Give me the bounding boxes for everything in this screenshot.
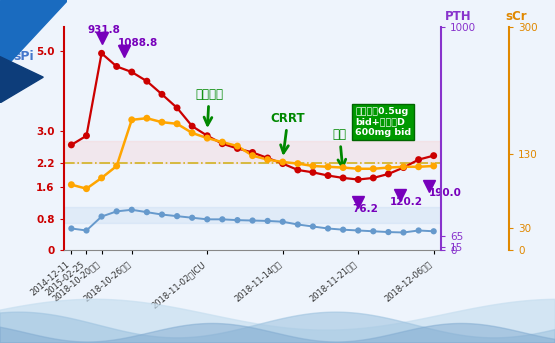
Point [339, 227, 347, 233]
Point [127, 207, 136, 213]
Point [173, 105, 181, 110]
Point [278, 161, 287, 166]
Point [233, 143, 242, 149]
Text: CRRT: CRRT [271, 112, 305, 153]
Point [82, 228, 91, 233]
Point [143, 210, 152, 215]
Polygon shape [0, 0, 67, 72]
Point [278, 159, 287, 165]
Point [339, 175, 347, 181]
Point [414, 157, 423, 162]
Point [414, 164, 423, 169]
Point [294, 167, 302, 173]
Point [309, 170, 317, 175]
Text: 1088.8: 1088.8 [118, 38, 158, 48]
Point [158, 212, 166, 217]
Point [263, 218, 272, 224]
Point [67, 182, 76, 187]
Text: sCr: sCr [506, 10, 527, 23]
Point [188, 123, 196, 129]
Point [112, 163, 121, 169]
Point [203, 216, 211, 222]
Text: 931.8: 931.8 [88, 25, 121, 35]
Point [173, 213, 181, 219]
Text: 骨化三醇0.5ug
bid+钙尔奇D
600mg bid: 骨化三醇0.5ug bid+钙尔奇D 600mg bid [355, 107, 411, 137]
Point [384, 229, 393, 235]
Point [158, 92, 166, 97]
Point [97, 50, 106, 56]
Point [354, 166, 362, 172]
Point [399, 165, 408, 170]
Point [218, 139, 227, 145]
Point [97, 175, 106, 181]
Text: 伊班磷酸: 伊班磷酸 [195, 88, 223, 125]
Point [354, 228, 362, 233]
Point [143, 116, 152, 121]
Text: sPi: sPi [13, 50, 33, 63]
Point [309, 224, 317, 229]
Point [218, 141, 227, 146]
Point [384, 171, 393, 177]
Polygon shape [0, 57, 43, 103]
Point [429, 228, 438, 234]
Point [339, 165, 347, 170]
Point [248, 218, 257, 223]
Point [278, 219, 287, 224]
Point [399, 164, 408, 169]
Point [369, 175, 378, 181]
Text: 120.2: 120.2 [390, 197, 423, 206]
Point [414, 228, 423, 233]
Point [429, 163, 438, 169]
Point [218, 216, 227, 222]
Point [173, 121, 181, 127]
Point [67, 226, 76, 231]
Point [354, 177, 362, 182]
Point [263, 155, 272, 161]
Text: sCa: sCa [13, 12, 38, 25]
Point [294, 161, 302, 166]
Text: 手术: 手术 [332, 128, 346, 167]
Point [82, 133, 91, 139]
Point [324, 226, 332, 231]
Point [143, 79, 152, 84]
Point [399, 230, 408, 235]
Point [158, 119, 166, 125]
Point [233, 146, 242, 151]
Point [97, 214, 106, 219]
Point [203, 133, 211, 139]
Point [127, 117, 136, 122]
Text: 190.0: 190.0 [429, 188, 462, 198]
Point [309, 163, 317, 169]
Point [294, 222, 302, 227]
Point [263, 157, 272, 162]
Bar [64, 141, 441, 163]
Bar [64, 206, 441, 223]
Text: 76.2: 76.2 [352, 204, 378, 214]
Point [324, 173, 332, 178]
Text: PTH: PTH [445, 10, 472, 23]
Point [127, 69, 136, 75]
Point [429, 153, 438, 158]
Point [369, 228, 378, 234]
Point [188, 215, 196, 221]
Point [188, 130, 196, 136]
Point [384, 165, 393, 170]
Point [233, 217, 242, 223]
Point [248, 150, 257, 155]
Point [203, 135, 211, 141]
Point [324, 164, 332, 169]
Point [67, 142, 76, 147]
Point [82, 186, 91, 191]
Point [248, 153, 257, 158]
Point [112, 64, 121, 69]
Point [369, 166, 378, 172]
Point [112, 209, 121, 214]
